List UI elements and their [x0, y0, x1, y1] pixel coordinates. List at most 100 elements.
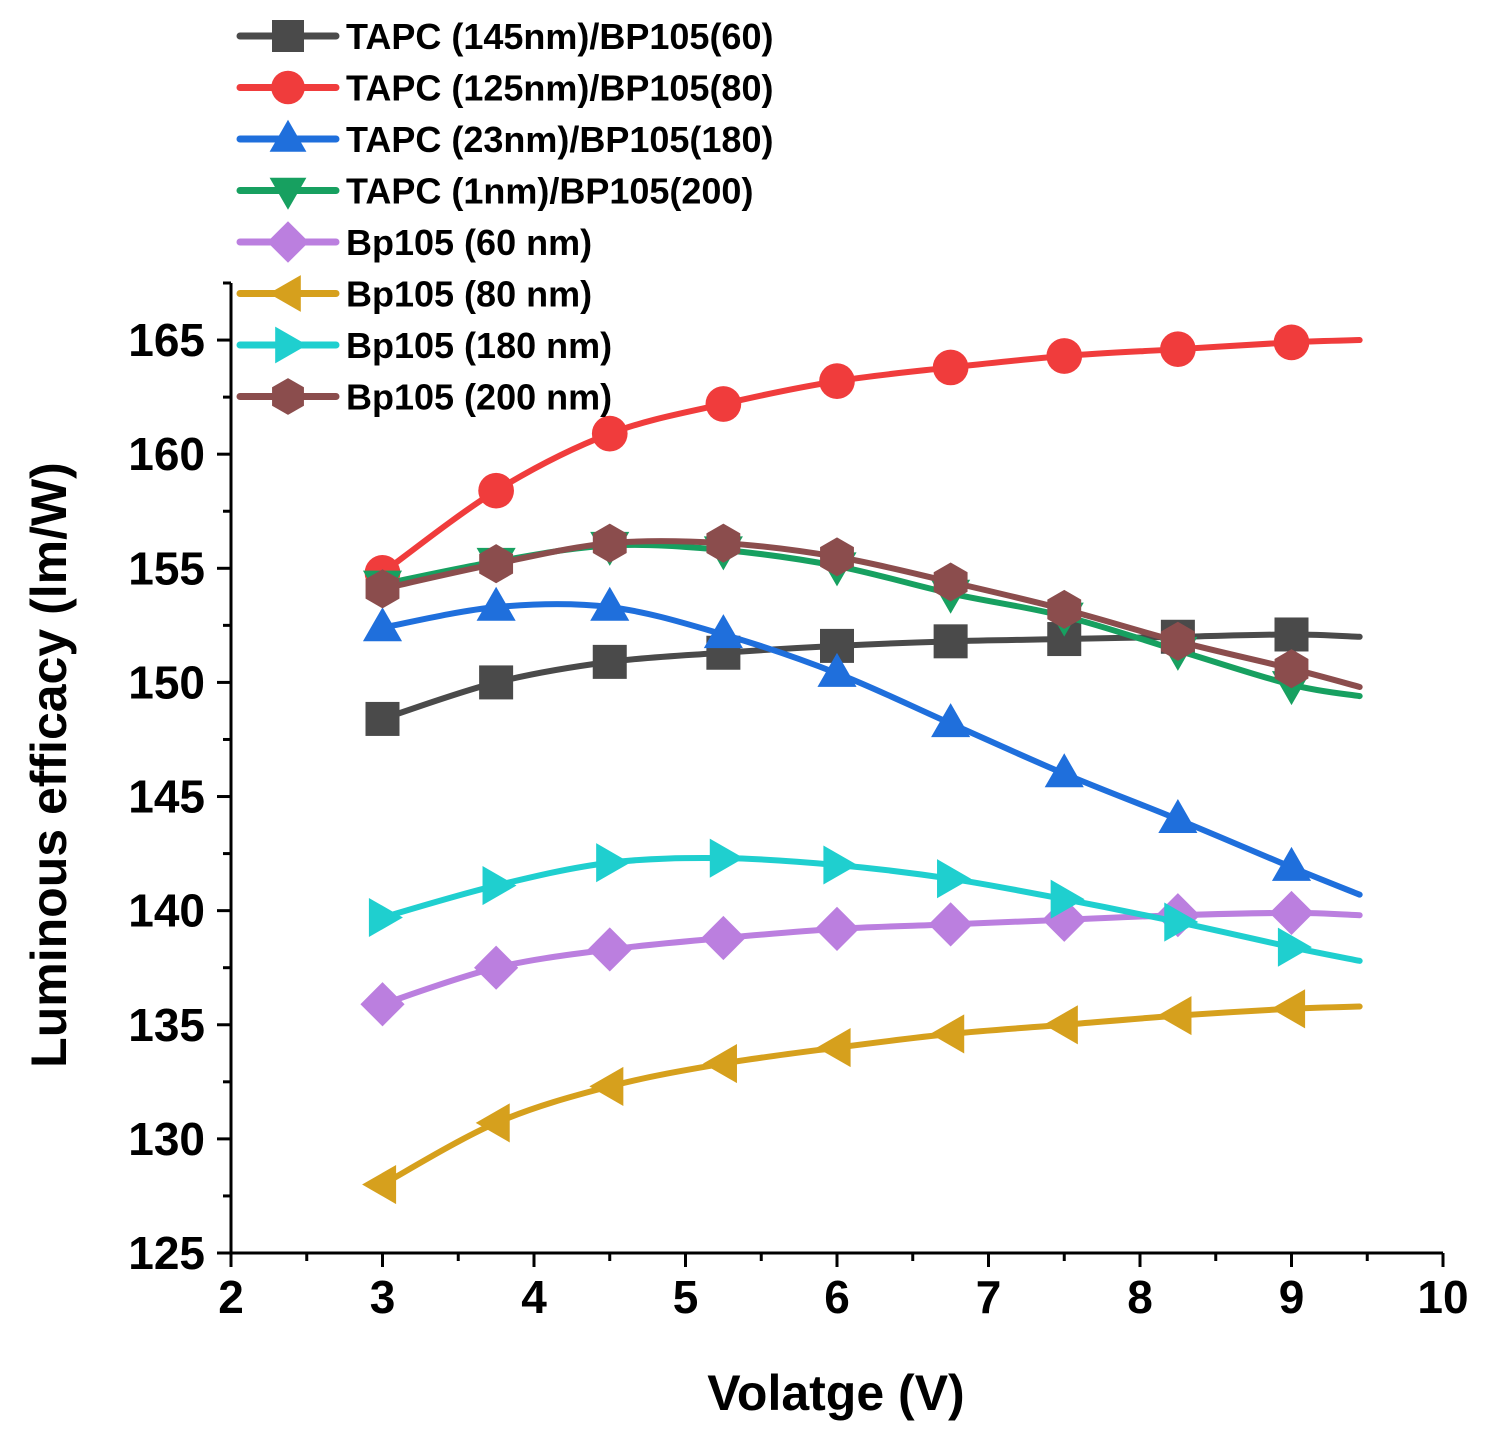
axes: 2 3 4 5 6 7 8 9 10 125 130 135 140 145 150 155 160 165 — [128, 281, 1469, 1323]
data-point-marker — [592, 644, 627, 679]
data-point-marker — [1047, 589, 1082, 629]
data-point-marker — [591, 415, 628, 452]
legend-label: Bp105 (60 nm) — [346, 222, 592, 263]
x-tick-label: 7 — [976, 1271, 1002, 1323]
data-point-marker — [932, 349, 969, 386]
data-point-marker — [820, 537, 854, 577]
x-tick-label: 4 — [521, 1271, 547, 1323]
legend-entry: Bp105 (180 nm) — [236, 325, 612, 366]
data-point-marker — [589, 1066, 624, 1106]
data-point-marker — [817, 652, 857, 687]
series-7 — [368, 838, 1363, 967]
series-line — [379, 855, 1363, 964]
data-point-marker — [1160, 621, 1195, 661]
data-point-marker — [590, 586, 630, 621]
legend-swatch-marker — [269, 177, 307, 210]
data-point-marker — [703, 614, 743, 649]
legend-label: Bp105 (180 nm) — [346, 325, 612, 366]
data-point-marker — [478, 472, 514, 509]
data-point-marker — [474, 945, 519, 990]
series-2 — [364, 324, 1363, 591]
legend-entry: TAPC (125nm)/BP105(80) — [236, 68, 773, 109]
data-point-marker — [933, 624, 968, 659]
data-point-marker — [814, 906, 860, 952]
data-point-marker — [931, 703, 971, 738]
legend-entry: TAPC (145nm)/BP105(60) — [236, 16, 773, 57]
x-tick-label: 5 — [673, 1271, 699, 1323]
legend-entry: TAPC (1nm)/BP105(200) — [236, 171, 753, 212]
x-tick-label: 10 — [1417, 1271, 1468, 1323]
data-point-marker — [475, 1103, 510, 1143]
data-point-marker — [360, 982, 405, 1027]
x-tick-label: 6 — [824, 1271, 850, 1323]
legend-swatch-marker — [272, 20, 304, 52]
legend-entry: Bp105 (200 nm) — [236, 377, 612, 418]
legend-label: TAPC (1nm)/BP105(200) — [346, 171, 753, 212]
data-point-marker — [1157, 996, 1192, 1036]
legend-label: Bp105 (200 nm) — [346, 377, 612, 418]
data-point-marker — [1271, 989, 1306, 1029]
data-point-marker — [592, 523, 627, 563]
data-point-marker — [706, 523, 741, 563]
legend: TAPC (145nm)/BP105(60) TAPC (125nm)/BP105… — [236, 16, 773, 418]
y-tick-label: 135 — [128, 999, 205, 1051]
series-line — [379, 631, 1363, 722]
data-point-marker — [1158, 798, 1198, 833]
legend-swatch-marker — [268, 275, 301, 312]
y-axis-title: Luminous efficacy (lm/W) — [21, 462, 77, 1068]
data-point-marker — [930, 1014, 965, 1054]
x-axis-title: Volatge (V) — [707, 1365, 964, 1421]
data-point-marker — [705, 386, 742, 422]
legend-swatch-marker — [271, 70, 305, 105]
data-point-marker — [816, 1028, 851, 1068]
series-3 — [362, 586, 1363, 898]
x-tick-label: 3 — [370, 1271, 396, 1323]
y-tick-label: 160 — [128, 428, 205, 480]
data-point-marker — [1044, 753, 1084, 788]
series-line — [379, 337, 1363, 576]
x-tick-label: 2 — [218, 1271, 244, 1323]
y-tick-label: 140 — [128, 885, 205, 937]
data-point-marker — [482, 865, 517, 906]
series-line — [379, 601, 1363, 898]
data-point-marker — [1050, 879, 1085, 919]
series-line — [379, 909, 1363, 1008]
data-point-marker — [823, 845, 858, 885]
data-point-marker — [1042, 897, 1087, 942]
data-point-marker — [1164, 902, 1199, 942]
data-point-marker — [1269, 890, 1314, 936]
legend-entry: TAPC (23nm)/BP105(180) — [236, 119, 773, 160]
data-point-marker — [1274, 617, 1309, 652]
legend-swatch-marker — [275, 326, 308, 364]
legend-label: Bp105 (80 nm) — [346, 274, 592, 315]
data-point-marker — [701, 915, 746, 961]
data-point-marker — [1274, 649, 1309, 689]
legend-entry: Bp105 (60 nm) — [236, 221, 592, 263]
y-tick-label: 125 — [128, 1227, 205, 1279]
series-6 — [362, 989, 1363, 1205]
x-tick-label: 8 — [1127, 1271, 1153, 1323]
legend-swatch-marker — [269, 119, 307, 152]
data-point-marker — [1160, 331, 1196, 368]
data-point-marker — [933, 562, 968, 602]
data-point-marker — [1043, 1005, 1078, 1045]
data-point-marker — [1277, 927, 1312, 967]
data-point-marker — [362, 1164, 397, 1205]
y-tick-label: 165 — [128, 314, 205, 366]
series-line — [379, 1003, 1363, 1188]
legend-entry: Bp105 (80 nm) — [236, 274, 592, 315]
data-point-marker — [362, 607, 403, 642]
data-point-marker — [479, 665, 514, 700]
data-point-marker — [596, 843, 631, 883]
series-8 — [365, 523, 1363, 690]
data-point-marker — [479, 544, 514, 584]
legend-swatch-marker — [267, 221, 309, 263]
series-1 — [365, 617, 1363, 736]
series-5 — [360, 890, 1363, 1027]
y-tick-label: 145 — [128, 771, 205, 823]
x-tick-label: 9 — [1279, 1271, 1305, 1323]
y-tick-label: 155 — [128, 542, 205, 594]
data-point-marker — [709, 838, 744, 878]
